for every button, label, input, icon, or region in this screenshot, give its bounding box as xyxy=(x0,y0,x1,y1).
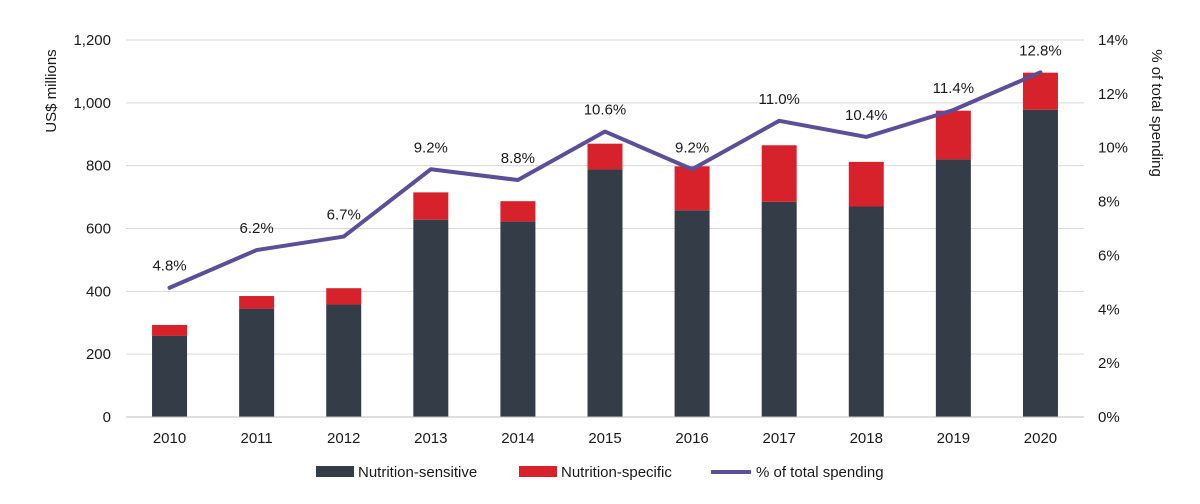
data-label: 6.2% xyxy=(240,220,274,237)
y-tick-label-right: 10% xyxy=(1098,140,1128,157)
x-tick-label: 2013 xyxy=(414,430,447,447)
legend-swatch-nutrition-sensitive xyxy=(316,466,354,477)
bar-nutrition-specific xyxy=(413,192,449,220)
bar-nutrition-sensitive xyxy=(326,304,362,417)
x-tick-label: 2012 xyxy=(327,430,360,447)
y-tick-label-right: 8% xyxy=(1098,194,1120,211)
legend-swatch-nutrition-specific xyxy=(519,466,557,477)
y-tick-label-left: 1,000 xyxy=(73,95,111,112)
legend: Nutrition-sensitive Nutrition-specific % o… xyxy=(316,464,884,481)
y-axis-title-right: % of total spending xyxy=(1148,49,1165,177)
y-tick-label-left: 800 xyxy=(86,158,111,175)
x-tick-label: 2011 xyxy=(241,430,273,447)
bar-nutrition-sensitive xyxy=(674,210,710,417)
line-percent-total-spending xyxy=(167,70,1043,290)
data-label: 8.8% xyxy=(501,150,535,167)
x-tick-label: 2010 xyxy=(153,430,186,447)
x-tick-label: 2019 xyxy=(937,430,970,447)
legend-label-nutrition-sensitive: Nutrition-sensitive xyxy=(358,464,477,481)
legend-label-percent-total-spending: % of total spending xyxy=(756,464,884,481)
data-labels: 4.8% 6.2% 6.7% 9.2% 8.8% 10.6% 9.2% 11.0% 10.4% 1… xyxy=(152,42,1061,274)
axes: 0 200 400 600 800 1,000 1,200 0% 2% 4% 6% 8% 10% 12% 1… xyxy=(73,32,1128,447)
y-tick-label-left: 600 xyxy=(86,221,111,238)
bar-nutrition-sensitive xyxy=(1022,109,1058,418)
bar-nutrition-specific xyxy=(152,324,188,336)
bar-nutrition-sensitive xyxy=(848,206,884,417)
bar-nutrition-specific xyxy=(326,288,362,305)
bar-nutrition-sensitive xyxy=(500,221,536,417)
data-label: 10.4% xyxy=(845,107,888,124)
line-series xyxy=(167,70,1043,290)
x-tick-label: 2015 xyxy=(588,430,621,447)
data-label: 4.8% xyxy=(152,258,186,275)
bar-nutrition-specific xyxy=(761,145,797,202)
bar-nutrition-sensitive xyxy=(239,308,275,417)
bar-nutrition-sensitive xyxy=(413,219,449,417)
x-tick-label: 2014 xyxy=(501,430,534,447)
x-tick-label: 2020 xyxy=(1024,430,1057,447)
data-label: 9.2% xyxy=(414,139,448,156)
bar-nutrition-specific xyxy=(674,166,710,211)
y-tick-label-right: 6% xyxy=(1098,247,1120,264)
bar-nutrition-specific xyxy=(587,143,623,170)
data-label: 9.2% xyxy=(675,139,709,156)
x-tick-label: 2016 xyxy=(675,430,708,447)
y-tick-label-right: 4% xyxy=(1098,301,1120,318)
bar-nutrition-specific xyxy=(848,161,884,207)
bar-nutrition-sensitive xyxy=(935,159,971,417)
y-tick-label-left: 0 xyxy=(103,409,111,426)
data-label: 12.8% xyxy=(1019,42,1062,59)
bars xyxy=(152,72,1058,418)
y-axis-title-left: US$ millions xyxy=(43,49,60,132)
data-label: 10.6% xyxy=(584,102,627,119)
data-label: 11.0% xyxy=(758,91,799,108)
x-tick-label: 2017 xyxy=(762,430,795,447)
data-label: 6.7% xyxy=(327,207,361,224)
y-tick-label-left: 200 xyxy=(86,346,111,363)
y-tick-label-right: 2% xyxy=(1098,355,1120,372)
x-tick-label: 2018 xyxy=(850,430,883,447)
bar-nutrition-specific xyxy=(935,110,971,160)
y-tick-label-right: 12% xyxy=(1098,86,1128,103)
data-label: 11.4% xyxy=(933,80,974,97)
y-tick-label-left: 1,200 xyxy=(73,32,111,49)
y-tick-label-left: 400 xyxy=(86,283,111,300)
bar-nutrition-specific xyxy=(239,296,275,309)
y-tick-label-right: 14% xyxy=(1098,32,1128,49)
bar-nutrition-sensitive xyxy=(587,169,623,417)
y-tick-label-right: 0% xyxy=(1098,409,1120,426)
legend-label-nutrition-specific: Nutrition-specific xyxy=(561,464,672,481)
bar-nutrition-sensitive xyxy=(152,335,188,417)
bar-nutrition-sensitive xyxy=(761,201,797,417)
bar-nutrition-specific xyxy=(500,201,536,222)
